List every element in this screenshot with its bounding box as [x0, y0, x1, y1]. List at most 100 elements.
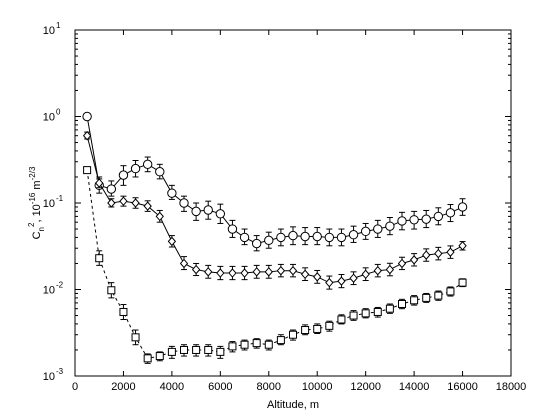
data-point-diamond — [216, 268, 225, 278]
data-point-diamond — [313, 272, 322, 282]
data-point-circle — [142, 159, 153, 170]
data-point-circle — [82, 111, 92, 122]
data-point-square — [458, 278, 467, 287]
data-point-square — [240, 340, 249, 349]
data-point-square — [204, 345, 213, 354]
data-point-square — [155, 352, 164, 361]
data-point-square — [131, 333, 140, 342]
data-point-square — [434, 291, 443, 300]
series-circle — [82, 111, 468, 252]
data-point-diamond — [373, 265, 382, 276]
data-point-circle — [155, 167, 165, 177]
data-point-circle — [300, 231, 310, 242]
y-tick-label-exponent: -2 — [56, 281, 64, 290]
data-point-diamond — [107, 198, 116, 208]
data-point-diamond — [409, 255, 419, 265]
series-line — [86, 135, 463, 284]
data-point-square — [410, 296, 419, 305]
data-point-circle — [191, 206, 201, 217]
data-point-diamond — [119, 196, 128, 206]
data-point-circle — [288, 230, 298, 241]
data-point-diamond — [95, 178, 104, 188]
x-tick-label: 18000 — [496, 381, 527, 393]
data-point-circle — [239, 232, 250, 243]
data-point-circle — [409, 215, 419, 225]
x-tick-label: 0 — [72, 381, 78, 393]
data-point-diamond — [179, 258, 189, 269]
data-point-diamond — [264, 267, 273, 277]
data-point-circle — [167, 188, 177, 198]
data-point-diamond — [155, 211, 164, 222]
data-point-diamond — [361, 269, 370, 280]
data-point-circle — [106, 184, 117, 194]
data-point-square — [192, 345, 201, 354]
data-point-circle — [118, 170, 129, 180]
data-point-circle — [130, 163, 141, 174]
data-point-square — [216, 347, 225, 356]
data-point-diamond — [240, 268, 249, 278]
y-tick-label-exponent: 0 — [56, 108, 61, 117]
data-point-square — [143, 354, 152, 363]
data-point-square — [252, 339, 261, 348]
y-tick-label-exponent: 1 — [56, 21, 61, 30]
x-tick-label: 8000 — [257, 381, 281, 393]
data-point-circle — [227, 224, 238, 234]
x-tick-label: 10000 — [302, 381, 333, 393]
data-point-circle — [203, 205, 213, 215]
series-square — [83, 166, 467, 364]
data-point-diamond — [167, 236, 177, 247]
data-point-circle — [179, 198, 189, 208]
x-tick-label: 14000 — [399, 381, 430, 393]
data-point-square — [398, 299, 406, 308]
data-point-circle — [336, 232, 347, 243]
data-point-circle — [457, 202, 468, 212]
data-point-diamond — [143, 201, 152, 211]
y-tick-label: 10 — [43, 112, 55, 124]
data-point-circle — [215, 209, 226, 219]
data-point-diamond — [191, 264, 201, 275]
data-point-diamond — [228, 268, 237, 278]
data-point-diamond — [288, 265, 298, 276]
y-tick-label: 10 — [43, 25, 55, 37]
data-point-circle — [312, 231, 322, 242]
data-point-diamond — [252, 267, 261, 277]
data-point-diamond — [325, 277, 334, 288]
data-point-diamond — [204, 267, 213, 277]
data-point-diamond — [458, 241, 467, 251]
data-point-circle — [397, 216, 407, 226]
data-point-circle — [421, 214, 431, 224]
data-point-square — [325, 321, 334, 330]
data-point-square — [385, 304, 394, 313]
data-point-square — [95, 254, 104, 263]
x-tick-label: 4000 — [160, 381, 184, 393]
y-tick-label-exponent: -1 — [56, 194, 64, 203]
data-point-square — [167, 347, 176, 356]
data-point-circle — [251, 238, 262, 249]
x-tick-label: 12000 — [350, 381, 381, 393]
data-point-square — [301, 326, 310, 335]
data-point-square — [313, 324, 322, 333]
data-point-circle — [324, 232, 335, 243]
data-point-diamond — [300, 269, 310, 280]
data-point-square — [83, 166, 92, 175]
y-tick-label-exponent: -3 — [56, 367, 64, 376]
data-point-square — [264, 340, 273, 349]
data-point-diamond — [131, 198, 140, 208]
data-point-circle — [360, 226, 371, 237]
data-point-square — [276, 336, 285, 345]
y-tick-label: 10 — [43, 285, 55, 297]
data-point-square — [228, 342, 237, 351]
plot-frame — [74, 29, 512, 377]
data-point-square — [107, 286, 116, 295]
data-point-circle — [348, 230, 359, 240]
data-point-diamond — [422, 250, 431, 260]
data-point-square — [289, 330, 297, 339]
x-axis: 0 2000 4000 6000 8000 10000 12000 14000 16000 180… — [72, 30, 526, 393]
data-point-square — [337, 315, 346, 324]
data-point-circle — [264, 235, 274, 246]
x-tick-label: 16000 — [447, 381, 478, 393]
data-point-circle — [373, 224, 383, 234]
data-point-circle — [445, 208, 456, 218]
